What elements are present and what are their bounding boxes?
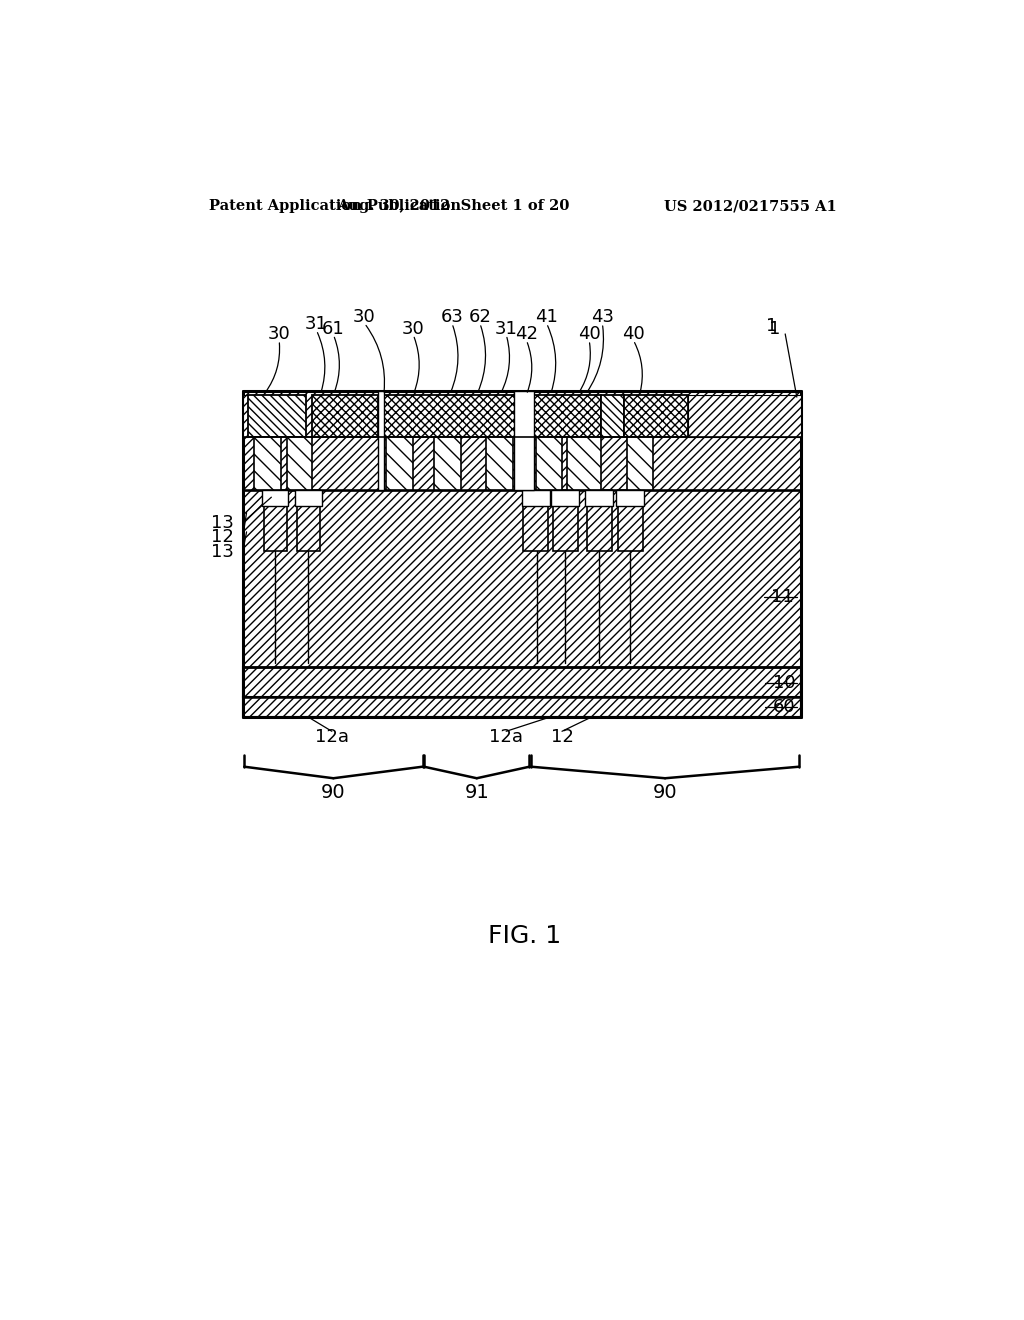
Bar (384, 395, 515, 437)
Bar (515, 395, 532, 437)
Bar (567, 437, 601, 490)
Bar (586, 490, 613, 507)
Bar (297, 490, 321, 552)
Text: 31: 31 (305, 315, 328, 333)
Text: 63: 63 (440, 308, 464, 326)
Text: 42: 42 (515, 325, 538, 343)
Bar (243, 395, 248, 437)
Text: 12: 12 (551, 729, 573, 746)
Text: 31: 31 (495, 319, 518, 338)
Text: 12a: 12a (314, 729, 349, 746)
Bar (243, 391, 801, 490)
Text: FIG. 1: FIG. 1 (488, 924, 561, 948)
Text: 41: 41 (536, 308, 558, 326)
Bar (243, 490, 801, 667)
Text: 40: 40 (622, 325, 645, 343)
Bar (617, 490, 643, 552)
Text: Patent Application Publication: Patent Application Publication (209, 199, 462, 213)
Text: 91: 91 (464, 783, 489, 801)
Bar (616, 490, 644, 507)
Bar (248, 395, 306, 437)
Bar (514, 391, 535, 490)
Text: 1: 1 (769, 321, 781, 338)
Text: 13: 13 (211, 543, 233, 561)
Bar (627, 437, 653, 490)
Text: 43: 43 (591, 308, 613, 326)
Text: US 2012/0217555 A1: US 2012/0217555 A1 (665, 199, 838, 213)
Text: 40: 40 (578, 325, 600, 343)
Bar (486, 437, 513, 490)
Bar (536, 437, 562, 490)
Text: 1: 1 (766, 317, 777, 335)
Text: 30: 30 (401, 319, 425, 338)
Bar (254, 437, 282, 490)
Bar (521, 490, 550, 507)
Text: 61: 61 (322, 319, 345, 338)
Text: 13: 13 (211, 513, 233, 532)
Text: 60: 60 (773, 698, 796, 717)
Bar (523, 490, 548, 552)
Bar (687, 395, 801, 437)
Text: 10: 10 (773, 673, 796, 692)
Text: 90: 90 (652, 783, 678, 801)
Bar (587, 490, 611, 552)
Text: 12a: 12a (489, 729, 523, 746)
Text: 90: 90 (322, 783, 346, 801)
Bar (295, 490, 322, 507)
Bar (532, 395, 601, 437)
Bar (262, 490, 289, 507)
Bar (243, 667, 801, 697)
Bar (287, 437, 312, 490)
Bar (378, 391, 384, 490)
Text: 62: 62 (468, 308, 492, 326)
Bar (386, 437, 414, 490)
Bar (434, 437, 461, 490)
Bar (601, 395, 624, 437)
Bar (551, 490, 579, 507)
Text: 12: 12 (211, 528, 233, 546)
Bar (624, 395, 687, 437)
Bar (312, 395, 378, 437)
Text: Aug. 30, 2012  Sheet 1 of 20: Aug. 30, 2012 Sheet 1 of 20 (337, 199, 569, 213)
Bar (243, 697, 801, 717)
Bar (553, 490, 578, 552)
Text: 11: 11 (771, 589, 794, 606)
Bar (263, 490, 287, 552)
Text: 30: 30 (353, 308, 376, 326)
Text: 30: 30 (267, 325, 291, 343)
